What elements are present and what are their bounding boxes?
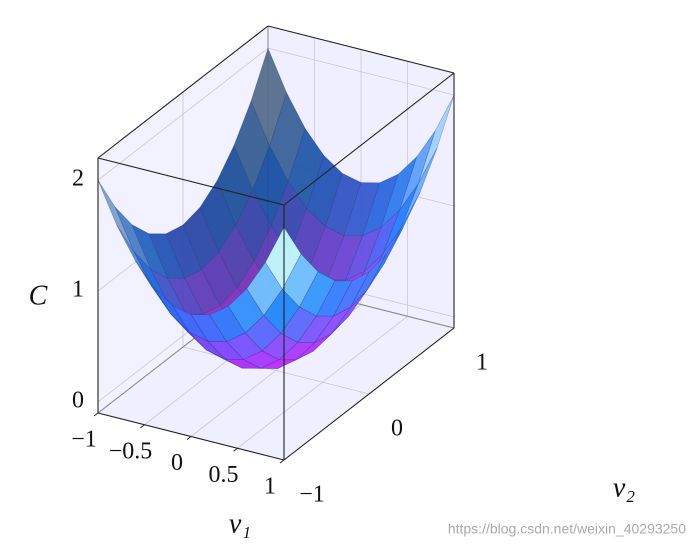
- y-axis-label: v₂: [613, 472, 635, 503]
- watermark: https://blog.csdn.net/weixin_40293250: [448, 521, 686, 537]
- x-tick-label: 0.5: [209, 462, 239, 488]
- grid-line: [182, 346, 370, 395]
- z-axis-label: C: [29, 280, 48, 311]
- box-edge: [283, 327, 455, 461]
- y-tick-label: 1: [476, 350, 488, 376]
- z-tick-label: 2: [72, 166, 84, 192]
- surface: [97, 47, 455, 369]
- tick-mark: [279, 459, 285, 464]
- x-tick-label: 0: [171, 450, 183, 476]
- box-edge: [97, 25, 269, 159]
- x-tick-label: −1: [71, 427, 97, 453]
- grid-line: [97, 47, 269, 181]
- z-tick-label: 0: [72, 387, 84, 413]
- y-tick-label: 0: [391, 416, 403, 442]
- z-tick-label: 1: [72, 277, 84, 303]
- grid-line: [267, 47, 455, 96]
- y-tick-label: −1: [299, 482, 325, 508]
- x-tick-label: −0.5: [109, 438, 153, 464]
- surface-patch: [265, 226, 302, 290]
- box-edge: [267, 25, 455, 74]
- x-tick-label: 1: [264, 474, 276, 500]
- x-axis-label: v₁: [229, 508, 251, 539]
- tick-mark: [233, 447, 238, 452]
- tick-mark: [93, 412, 99, 417]
- surface-patch: [401, 148, 438, 228]
- box-edge: [97, 157, 285, 206]
- tick-mark: [140, 424, 145, 429]
- box-edge: [283, 72, 455, 206]
- tick-mark: [186, 436, 192, 440]
